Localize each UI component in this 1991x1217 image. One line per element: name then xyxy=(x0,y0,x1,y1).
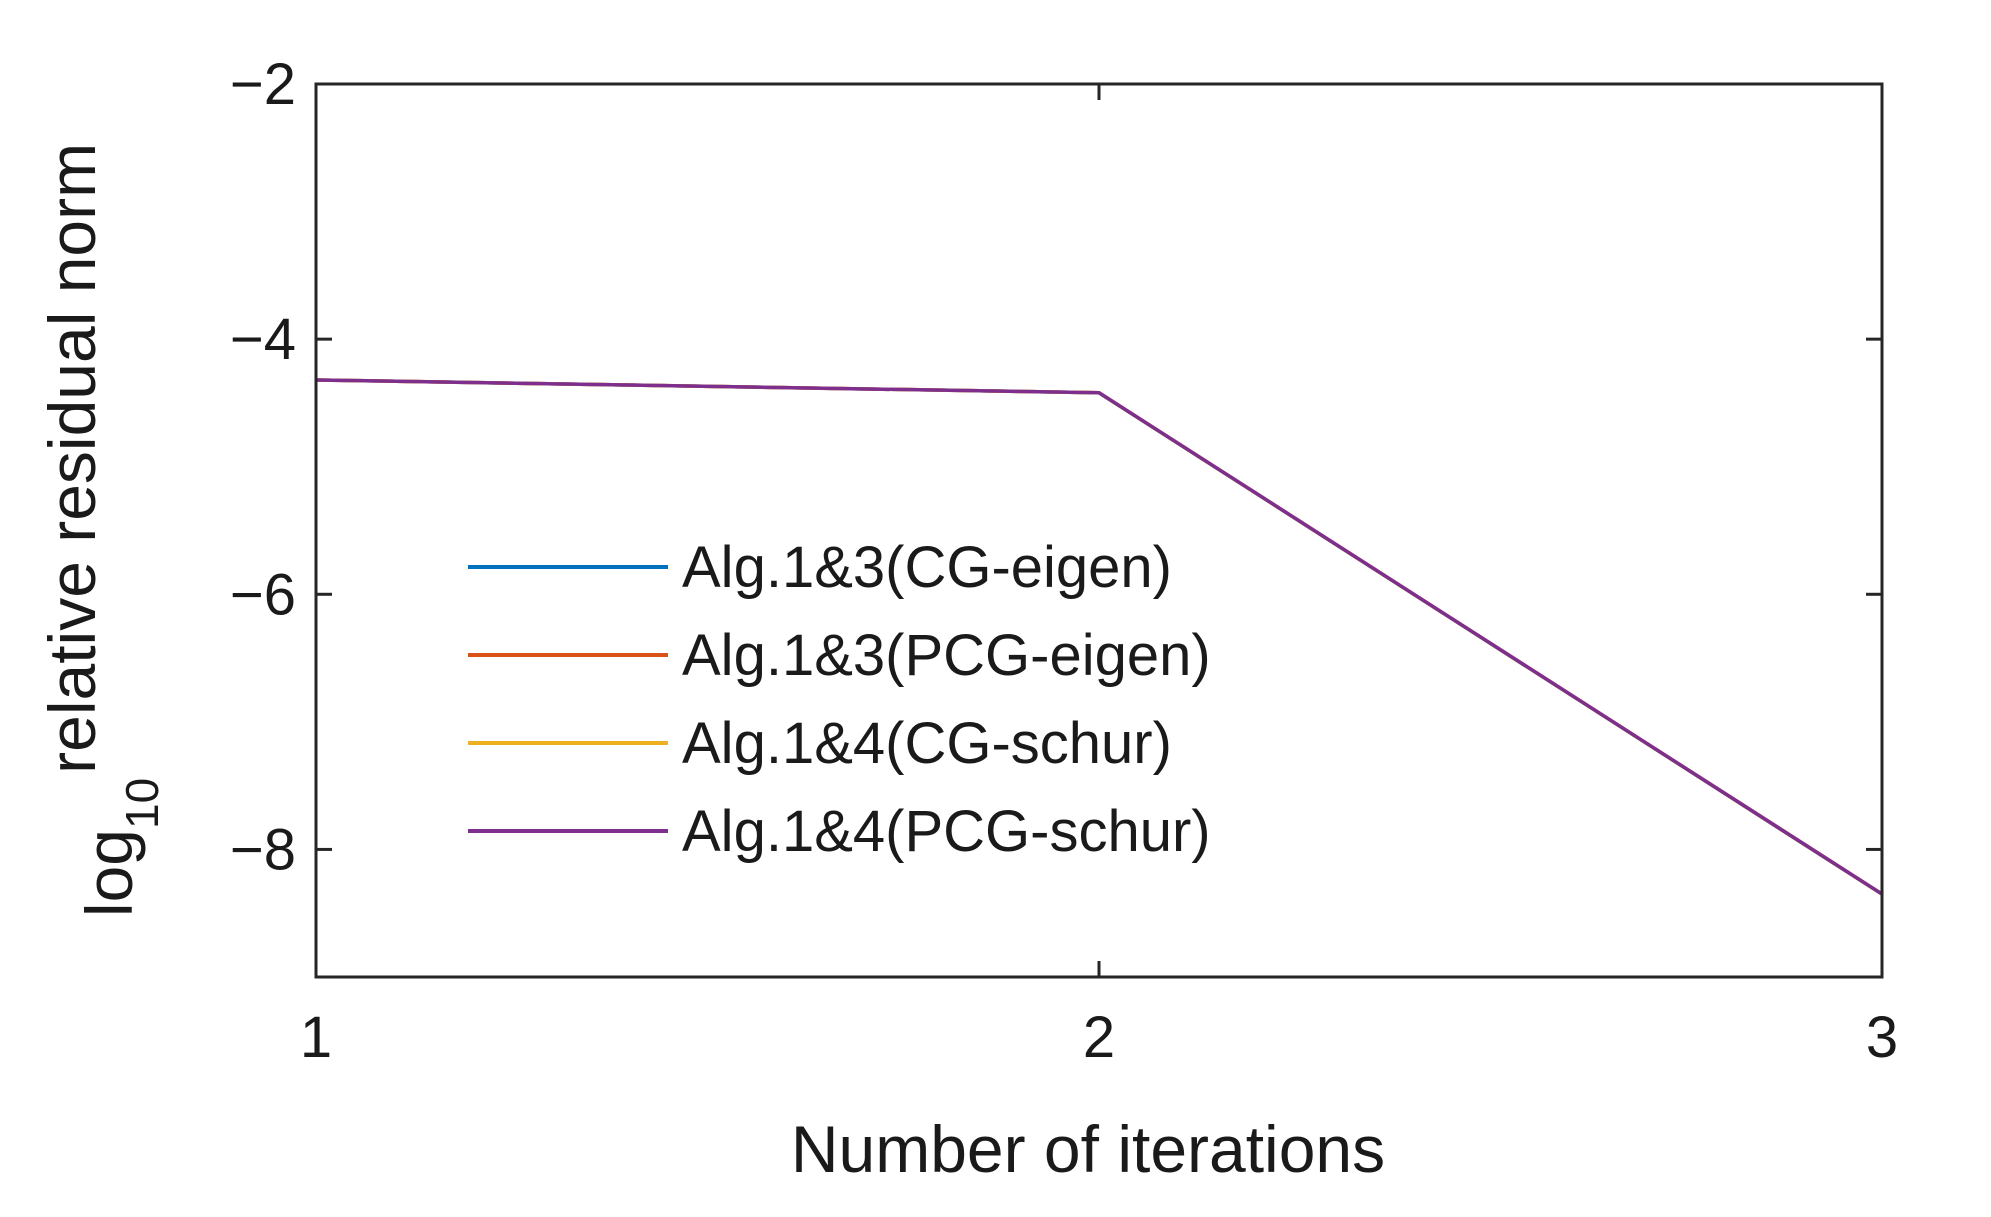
x-tick-labels: 1 2 3 xyxy=(300,1005,1898,1070)
y-axis-title-prefix: log xyxy=(72,829,146,917)
y-axis-title-subscript: 10 xyxy=(116,778,168,829)
y-tick-label: −8 xyxy=(230,817,296,882)
y-axis-title-suffix: relative residual norm xyxy=(35,143,109,774)
legend-label: Alg.1&4(CG-schur) xyxy=(682,711,1172,776)
y-axis-title: log10relative residual norm xyxy=(35,143,168,917)
y-tick-label: −2 xyxy=(230,52,296,117)
x-tick-label: 1 xyxy=(300,1005,332,1070)
legend-label: Alg.1&4(PCG-schur) xyxy=(682,799,1211,864)
plot-frame xyxy=(314,82,1884,979)
x-tick-label: 2 xyxy=(1083,1005,1115,1070)
y-tick-label: −6 xyxy=(230,562,296,627)
y-tick-labels: −2 −4 −6 −8 xyxy=(230,52,296,882)
y-tick-label: −4 xyxy=(230,307,296,372)
series-line xyxy=(315,378,1883,896)
legend-label: Alg.1&3(CG-eigen) xyxy=(682,535,1172,600)
plot-area xyxy=(316,84,1882,977)
legend: Alg.1&3(CG-eigen) Alg.1&3(PCG-eigen) Alg.1… xyxy=(468,535,1211,864)
x-axis-title: Number of iterations xyxy=(791,1112,1385,1186)
series-layer xyxy=(315,378,1883,896)
x-tick-label: 3 xyxy=(1866,1005,1898,1070)
legend-label: Alg.1&3(PCG-eigen) xyxy=(682,623,1211,688)
